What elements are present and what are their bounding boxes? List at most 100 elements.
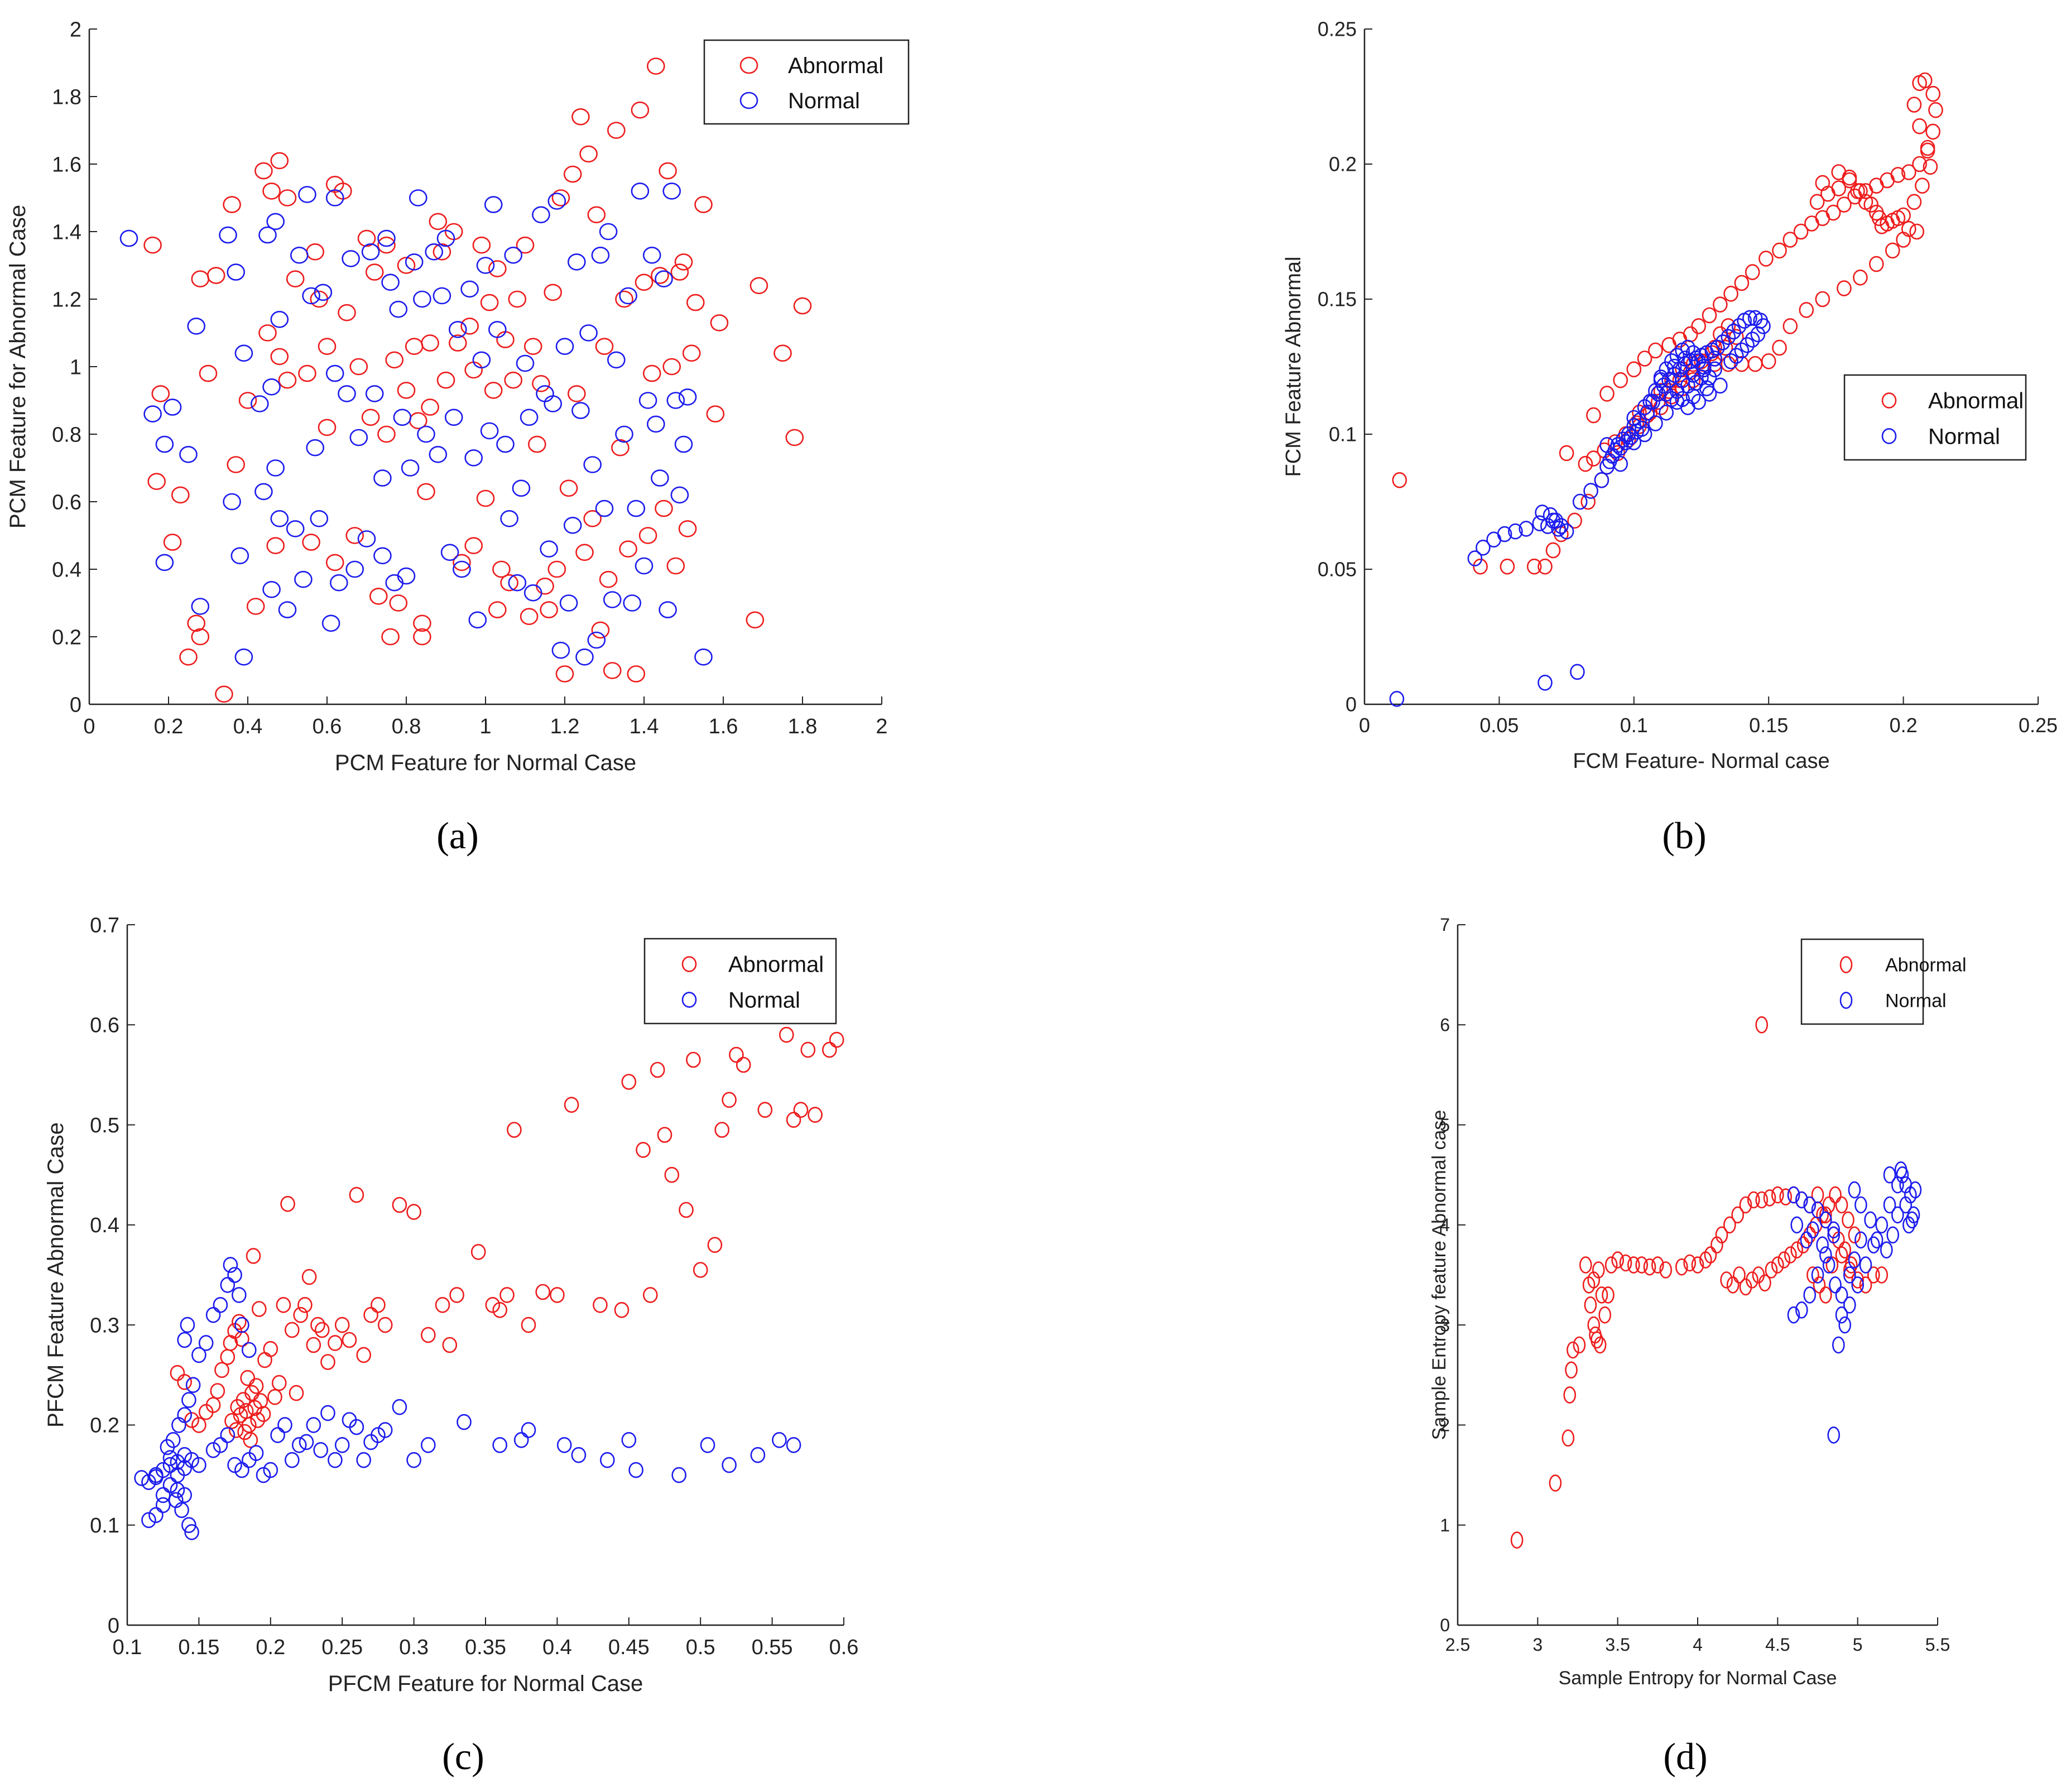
data-point-abnormal bbox=[635, 273, 654, 291]
data-point-abnormal bbox=[228, 1422, 244, 1438]
data-point-normal bbox=[472, 351, 491, 369]
x-tick-label: 1 bbox=[479, 715, 491, 738]
data-point-abnormal bbox=[1619, 1254, 1632, 1272]
legend-label-abnormal: Abnormal bbox=[1885, 955, 1967, 976]
data-point-abnormal bbox=[472, 236, 491, 254]
y-tick-label: 5 bbox=[1440, 1115, 1450, 1135]
data-point-normal bbox=[191, 1457, 206, 1473]
data-point-abnormal bbox=[262, 182, 281, 200]
data-point-normal bbox=[345, 560, 364, 578]
legend-label-normal: Normal bbox=[1928, 424, 2000, 449]
data-point-abnormal bbox=[270, 152, 289, 170]
data-point-abnormal bbox=[389, 594, 408, 612]
data-point-abnormal bbox=[406, 1204, 421, 1220]
data-point-normal bbox=[155, 1497, 171, 1514]
data-point-abnormal bbox=[361, 409, 380, 426]
data-point-abnormal bbox=[215, 685, 233, 703]
data-point-normal bbox=[1721, 329, 1736, 345]
data-point-normal bbox=[241, 1342, 257, 1358]
data-point-normal bbox=[263, 1462, 278, 1478]
data-point-abnormal bbox=[655, 499, 673, 517]
data-point-normal bbox=[1909, 1181, 1922, 1199]
data-point-normal bbox=[349, 1419, 364, 1435]
data-point-abnormal bbox=[278, 189, 297, 206]
data-point-abnormal bbox=[1758, 251, 1774, 267]
data-point-normal bbox=[155, 1487, 171, 1503]
y-tick-label: 0 bbox=[1346, 693, 1357, 716]
data-point-normal bbox=[1723, 353, 1738, 369]
data-point-normal bbox=[220, 1277, 236, 1293]
data-point-abnormal bbox=[1567, 512, 1582, 529]
data-point-abnormal bbox=[1871, 210, 1887, 227]
data-point-normal bbox=[1859, 1256, 1872, 1274]
data-point-normal bbox=[1637, 399, 1652, 415]
data-point-normal bbox=[496, 435, 515, 453]
data-point-abnormal bbox=[248, 1378, 264, 1394]
data-point-normal bbox=[177, 1487, 193, 1503]
x-tick-label: 0.8 bbox=[392, 715, 421, 738]
data-point-normal bbox=[607, 351, 626, 369]
data-point-abnormal bbox=[278, 371, 297, 389]
data-point-normal bbox=[772, 1432, 787, 1448]
data-point-abnormal bbox=[392, 1197, 407, 1213]
data-point-abnormal bbox=[214, 1362, 229, 1378]
data-point-abnormal bbox=[488, 260, 507, 277]
data-point-normal bbox=[1851, 1276, 1864, 1294]
data-point-normal bbox=[266, 213, 285, 230]
data-point-abnormal bbox=[429, 213, 448, 230]
data-point-abnormal bbox=[686, 294, 705, 311]
data-point-abnormal bbox=[310, 1317, 325, 1333]
y-tick-label: 1.6 bbox=[52, 153, 81, 176]
data-point-normal bbox=[1827, 1221, 1840, 1239]
data-point-normal bbox=[1583, 483, 1598, 499]
data-point-normal bbox=[1819, 1246, 1832, 1263]
data-point-abnormal bbox=[230, 1399, 246, 1415]
data-point-normal bbox=[1886, 1226, 1899, 1244]
x-tick-label: 0.1 bbox=[1620, 714, 1648, 737]
legend-marker-normal bbox=[1881, 428, 1897, 444]
legend-label-abnormal: Abnormal bbox=[1928, 389, 2024, 414]
data-point-abnormal bbox=[1613, 372, 1628, 388]
y-tick-label: 0.3 bbox=[90, 1314, 119, 1337]
data-point-abnormal bbox=[484, 382, 503, 399]
data-point-abnormal bbox=[170, 1365, 185, 1381]
data-point-normal bbox=[181, 1392, 196, 1408]
data-point-abnormal bbox=[523, 338, 542, 355]
x-tick-label: 5 bbox=[1853, 1635, 1863, 1655]
data-point-abnormal bbox=[1835, 1196, 1848, 1214]
data-point-abnormal bbox=[599, 570, 618, 588]
data-point-abnormal bbox=[607, 122, 626, 139]
y-tick-label: 0 bbox=[108, 1614, 119, 1637]
data-point-normal bbox=[219, 226, 237, 244]
data-point-normal bbox=[320, 1405, 335, 1421]
data-point-abnormal bbox=[615, 290, 633, 308]
x-tick-label: 2.5 bbox=[1445, 1635, 1470, 1655]
x-tick-label: 0.15 bbox=[1749, 714, 1788, 737]
data-point-abnormal bbox=[1567, 1341, 1579, 1359]
data-point-abnormal bbox=[651, 267, 669, 284]
data-point-normal bbox=[600, 1452, 615, 1468]
x-tick-label: 0.45 bbox=[608, 1636, 650, 1659]
data-point-normal bbox=[508, 574, 527, 592]
data-point-abnormal bbox=[1890, 167, 1906, 183]
data-point-normal bbox=[180, 1317, 195, 1333]
data-point-normal bbox=[227, 263, 246, 281]
data-point-abnormal bbox=[377, 425, 396, 443]
data-point-abnormal bbox=[785, 429, 804, 446]
data-point-normal bbox=[453, 560, 471, 578]
data-point-abnormal bbox=[706, 405, 725, 423]
data-point-abnormal bbox=[1755, 1016, 1768, 1034]
data-point-abnormal bbox=[365, 263, 384, 281]
data-point-abnormal bbox=[334, 1317, 350, 1333]
data-point-abnormal bbox=[397, 257, 416, 274]
data-point-abnormal bbox=[314, 1322, 330, 1338]
data-point-abnormal bbox=[729, 1046, 744, 1063]
data-point-normal bbox=[1891, 1206, 1904, 1224]
data-point-normal bbox=[148, 1507, 164, 1524]
data-point-normal bbox=[234, 1317, 249, 1333]
data-point-normal bbox=[1626, 410, 1642, 426]
data-point-abnormal bbox=[693, 1262, 708, 1278]
data-point-abnormal bbox=[1782, 232, 1798, 248]
data-point-normal bbox=[587, 631, 606, 649]
data-point-abnormal bbox=[642, 364, 661, 382]
